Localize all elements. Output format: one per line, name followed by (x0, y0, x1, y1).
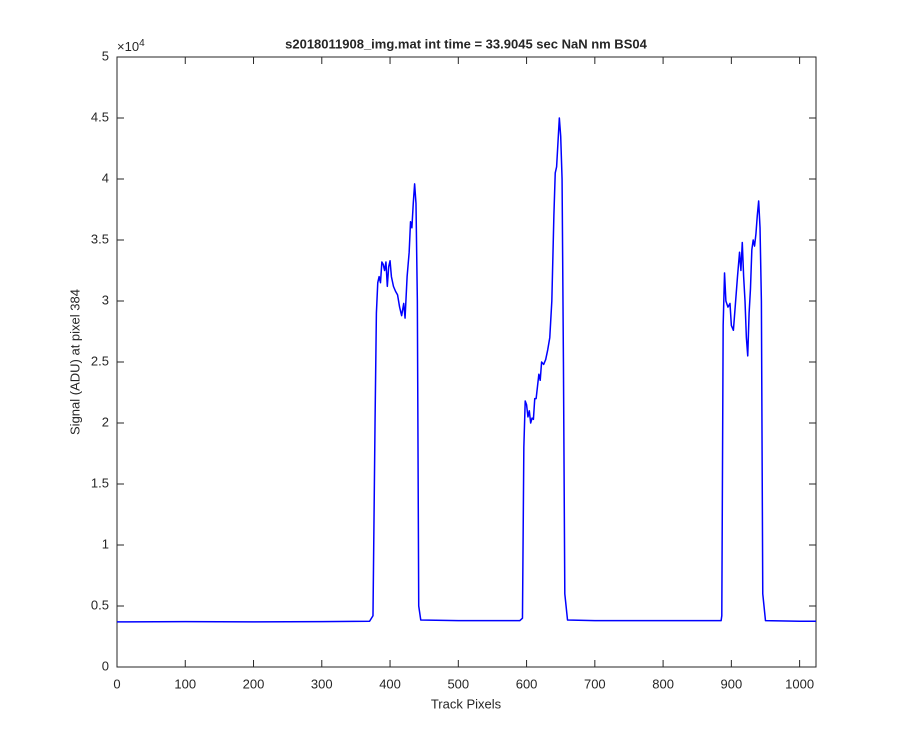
x-tick-label: 400 (379, 676, 401, 691)
y-tick-label: 2 (102, 414, 109, 429)
y-tick-label: 4.5 (91, 109, 109, 124)
y-tick-label: 0.5 (91, 597, 109, 612)
y-axis-label: Signal (ADU) at pixel 384 (67, 289, 82, 435)
y-tick-label: 1 (102, 536, 109, 551)
y-multiplier: ×104 (117, 38, 145, 55)
y-tick-label: 1.5 (91, 475, 109, 490)
y-tick-label: 5 (102, 48, 109, 63)
chart-title: s2018011908_img.mat int time = 33.9045 s… (285, 36, 647, 51)
y-multiplier-base: ×10 (117, 39, 139, 54)
x-tick-label: 700 (584, 676, 606, 691)
x-tick-label: 100 (174, 676, 196, 691)
x-tick-label: 500 (447, 676, 469, 691)
y-tick-label: 3.5 (91, 231, 109, 246)
y-tick-label: 0 (102, 658, 109, 673)
data-line (116, 117, 816, 623)
x-tick-label: 600 (516, 676, 538, 691)
y-tick-label: 4 (102, 170, 109, 185)
y-tick-label: 3 (102, 292, 109, 307)
x-tick-label: 300 (311, 676, 333, 691)
y-exponent: 4 (139, 38, 145, 49)
x-tick-label: 1000 (785, 676, 814, 691)
x-tick-label: 200 (243, 676, 265, 691)
x-axis-label: Track Pixels (431, 696, 502, 711)
x-tick-label: 900 (721, 676, 743, 691)
y-tick-label: 2.5 (91, 353, 109, 368)
x-tick-label: 800 (652, 676, 674, 691)
x-tick-label: 0 (113, 676, 120, 691)
axes-box (116, 56, 817, 668)
